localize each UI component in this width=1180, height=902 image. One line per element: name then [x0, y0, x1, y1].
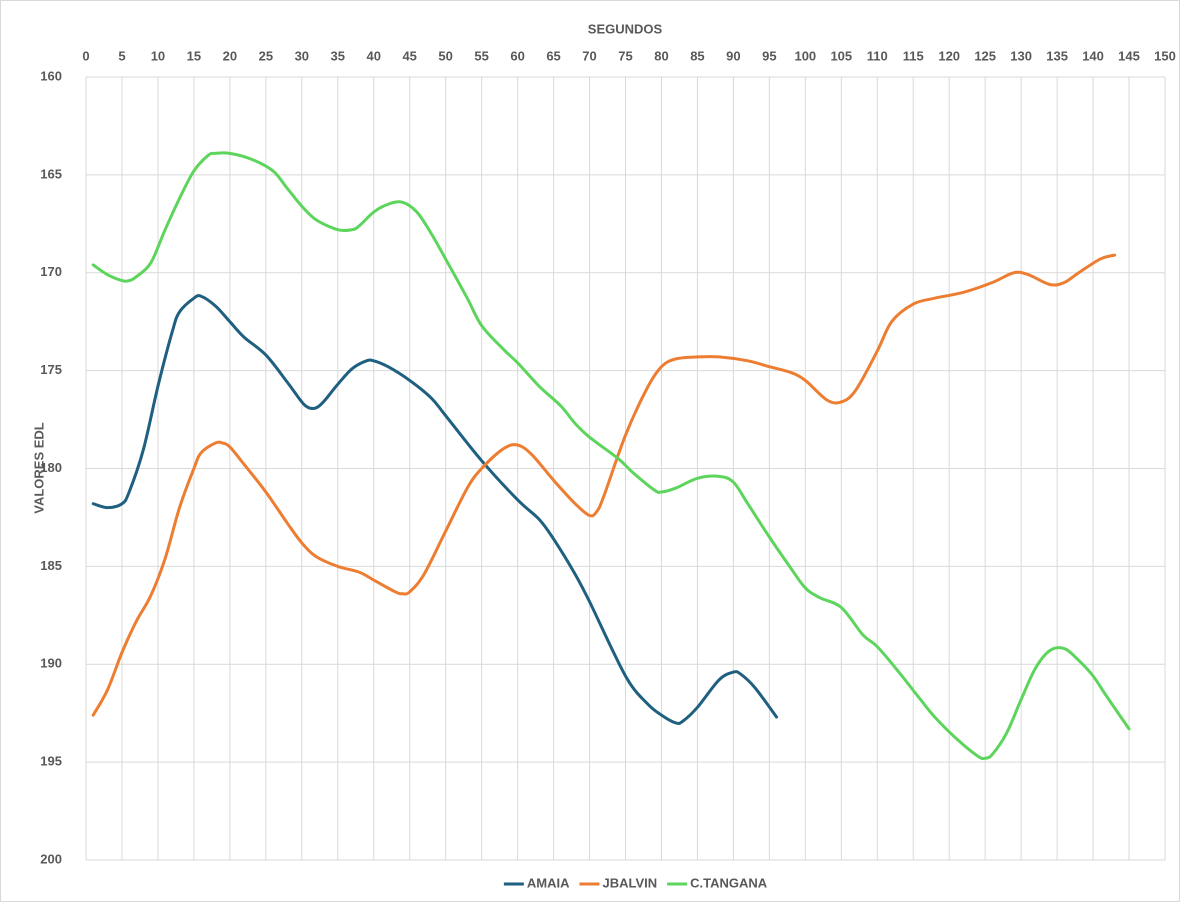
y-axis-title: VALORES EDL [31, 422, 46, 514]
x-axis-title: SEGUNDOS [588, 21, 663, 36]
y-tick-label: 165 [40, 166, 62, 181]
x-tick-label: 120 [938, 48, 960, 63]
x-tick-label: 45 [402, 48, 416, 63]
x-tick-label: 30 [295, 48, 309, 63]
x-tick-label: 25 [259, 48, 273, 63]
x-tick-label: 75 [618, 48, 632, 63]
series-line [91, 253, 1117, 717]
y-tick-label: 200 [40, 851, 62, 866]
series-line [91, 294, 779, 725]
y-tick-label: 180 [40, 460, 62, 475]
legend-label: C.TANGANA [690, 875, 768, 890]
y-tick-label: 160 [40, 68, 62, 83]
x-tick-label: 90 [726, 48, 740, 63]
x-tick-label: 55 [474, 48, 488, 63]
x-tick-label: 35 [331, 48, 345, 63]
x-tick-label: 145 [1118, 48, 1140, 63]
x-tick-label: 10 [151, 48, 165, 63]
y-tick-label: 175 [40, 362, 62, 377]
x-tick-label: 150 [1154, 48, 1176, 63]
x-tick-label: 95 [762, 48, 776, 63]
x-tick-label: 85 [690, 48, 704, 63]
x-tick-label: 70 [582, 48, 596, 63]
x-tick-label: 140 [1082, 48, 1104, 63]
x-tick-label: 50 [438, 48, 452, 63]
x-tick-label: 5 [118, 48, 125, 63]
x-tick-label: 40 [366, 48, 380, 63]
y-tick-label: 195 [40, 754, 62, 769]
x-tick-label: 125 [974, 48, 996, 63]
y-tick-label: 185 [40, 558, 62, 573]
series-line [91, 151, 1131, 761]
x-tick-label: 60 [510, 48, 524, 63]
x-tick-label: 105 [830, 48, 852, 63]
legend-label: JBALVIN [602, 875, 657, 890]
x-tick-label: 100 [794, 48, 816, 63]
legend: AMAIA JBALVIN C.TANGANA [503, 875, 768, 890]
x-tick-label: 20 [223, 48, 237, 63]
x-tick-label: 15 [187, 48, 201, 63]
x-tick-label: 65 [546, 48, 560, 63]
x-tick-label: 110 [867, 48, 888, 63]
x-tick-label: 130 [1010, 48, 1032, 63]
x-tick-label: 0 [82, 48, 89, 63]
y-tick-label: 170 [40, 264, 62, 279]
x-tick-label: 115 [903, 48, 924, 63]
legend-label: AMAIA [527, 875, 570, 890]
x-tick-label: 80 [654, 48, 668, 63]
x-tick-label: 135 [1046, 48, 1068, 63]
y-tick-label: 190 [40, 656, 62, 671]
